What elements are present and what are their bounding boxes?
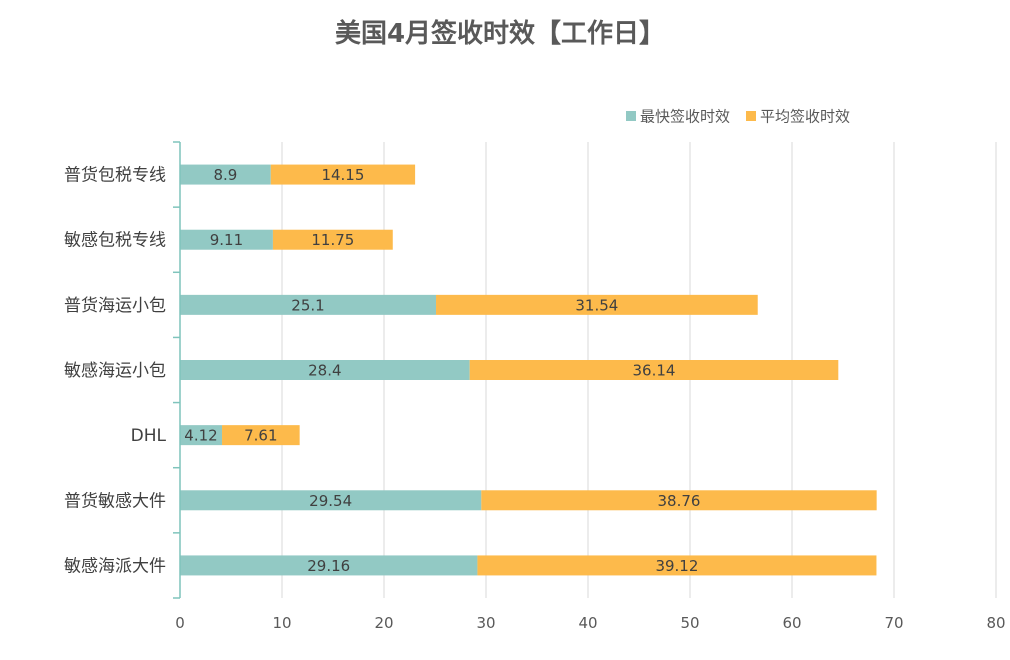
- x-tick-label-70: 70: [884, 614, 903, 632]
- legend-label-average: 平均签收时效: [760, 108, 850, 126]
- data-label-fastest-3: 28.4: [308, 362, 341, 380]
- data-label-average-1: 11.75: [311, 231, 354, 249]
- x-tick-label-40: 40: [578, 614, 597, 632]
- x-tick-label-30: 30: [476, 614, 495, 632]
- data-label-average-2: 31.54: [575, 296, 618, 314]
- category-label-1: 敏感包税专线: [64, 231, 166, 251]
- bar-fastest-2: [180, 294, 437, 315]
- data-label-average-3: 36.14: [633, 362, 676, 380]
- bar-fastest-0: [180, 164, 271, 185]
- category-label-0: 普货包税专线: [64, 166, 166, 186]
- x-tick-label-60: 60: [782, 614, 801, 632]
- x-tick-labels: 0 10 20 30 40 50 60 70 80: [175, 614, 1005, 632]
- bar-average-1: [272, 229, 393, 250]
- category-label-6: 敏感海派大件: [64, 556, 166, 576]
- data-label-fastest-5: 29.54: [309, 492, 352, 510]
- bar-fastest-5: [180, 490, 482, 511]
- category-label-5: 普货敏感大件: [64, 491, 166, 511]
- data-label-fastest-1: 9.11: [210, 231, 243, 249]
- category-label-4: DHL: [131, 426, 167, 446]
- category-label-3: 敏感海运小包: [64, 361, 166, 381]
- x-tick-label-10: 10: [272, 614, 291, 632]
- chart-title: 美国4月签收时效【工作日】: [335, 18, 665, 49]
- bar-average-6: [477, 555, 877, 576]
- bar-fastest-6: [180, 555, 478, 576]
- data-label-average-0: 14.15: [321, 166, 364, 184]
- data-label-fastest-4: 4.12: [184, 427, 217, 445]
- data-label-average-6: 39.12: [655, 557, 698, 575]
- data-label-fastest-0: 8.9: [213, 166, 237, 184]
- bar-average-4: [222, 425, 300, 446]
- x-tick-label-80: 80: [986, 614, 1005, 632]
- bar-average-0: [270, 164, 416, 185]
- bar-average-3: [469, 360, 839, 380]
- category-label-2: 普货海运小包: [64, 296, 166, 316]
- data-label-average-4: 7.61: [244, 427, 277, 445]
- bar-fastest-1: [180, 229, 273, 250]
- x-tick-label-50: 50: [680, 614, 699, 632]
- data-label-average-5: 38.76: [658, 492, 701, 510]
- bar-average-5: [481, 490, 877, 511]
- legend-swatch-average: [746, 111, 756, 121]
- data-labels: 8.9 14.15 9.11 11.75 25.1 31.54 28.4 36.14 4.12 7…: [184, 166, 700, 575]
- legend-label-fastest: 最快签收时效: [640, 108, 730, 126]
- legend-swatch-fastest: [626, 111, 636, 121]
- y-axis: [173, 141, 181, 599]
- bar-fastest-3: [180, 360, 470, 380]
- legend: 最快签收时效 平均签收时效: [626, 108, 850, 126]
- x-tick-label-20: 20: [374, 614, 393, 632]
- data-label-fastest-2: 25.1: [291, 296, 324, 314]
- bar-average-2: [436, 294, 758, 315]
- bars: [180, 164, 877, 576]
- data-label-fastest-6: 29.16: [307, 557, 350, 575]
- x-tick-label-0: 0: [175, 614, 185, 632]
- bar-fastest-4: [180, 425, 223, 446]
